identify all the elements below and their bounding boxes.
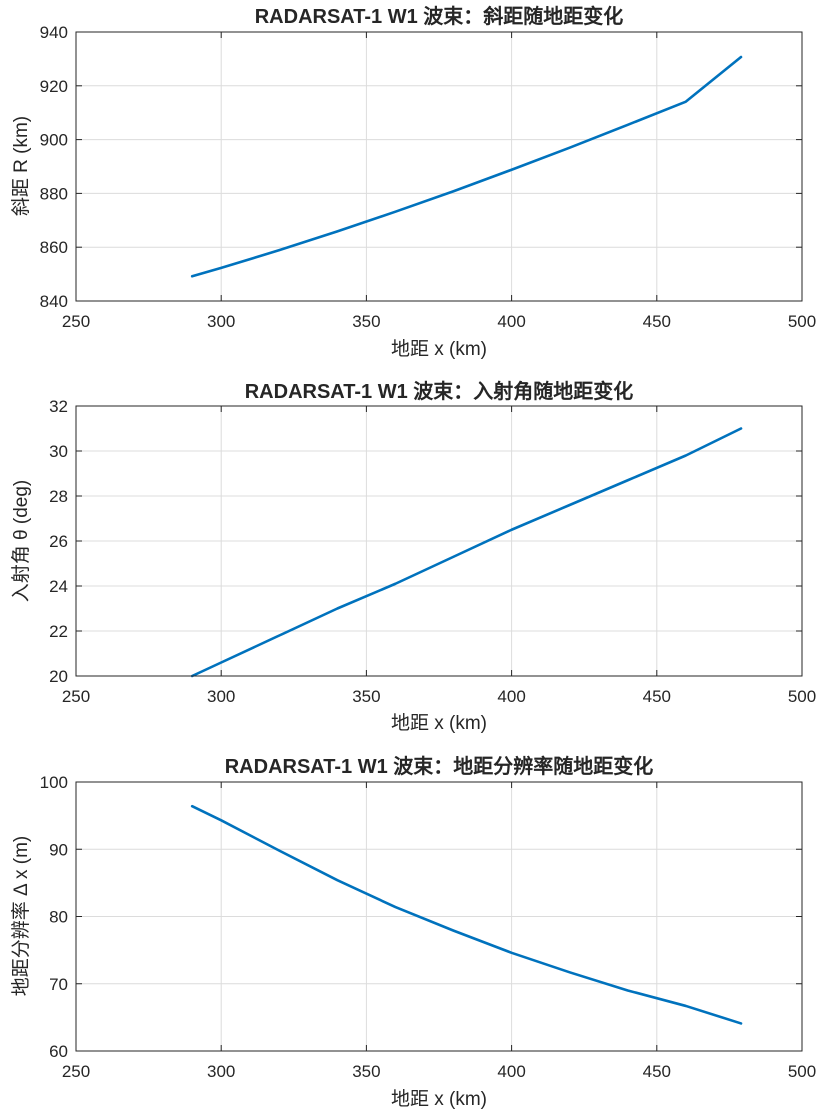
- chart-title: RADARSAT-1 W1 波束：入射角随地距变化: [245, 379, 634, 403]
- axes-box: [75, 31, 803, 302]
- y-axis-label: 斜距 R (km): [10, 116, 32, 216]
- x-tick-label: 500: [788, 1062, 816, 1081]
- x-tick-label: 250: [62, 312, 90, 331]
- y-tick-label: 24: [49, 577, 68, 596]
- plot-area: 250 300 350 400 450 500 840 860 880 900 920 940: [40, 23, 817, 331]
- x-tick-label: 250: [62, 1062, 90, 1081]
- y-tick-label: 60: [49, 1042, 68, 1061]
- x-tick-label: 350: [352, 687, 380, 706]
- x-axis-label: 地距 x (km): [391, 1088, 487, 1110]
- chart-title: RADARSAT-1 W1 波束：地距分辨率随地距变化: [225, 754, 654, 778]
- x-tick-label: 300: [207, 1062, 235, 1081]
- y-tick-label: 940: [40, 23, 68, 42]
- x-tick-label: 300: [207, 312, 235, 331]
- y-tick-label: 840: [40, 292, 68, 311]
- axes-background: [76, 32, 802, 301]
- y-tick-label: 100: [40, 773, 68, 792]
- chart-incidence-angle: 250 300 350 400 450 500 20 22 24 26 28 30 32 RADARSA…: [10, 379, 816, 734]
- y-tick-label: 30: [49, 442, 68, 461]
- x-tick-label: 400: [497, 687, 525, 706]
- x-axis-label: 地距 x (km): [391, 338, 487, 360]
- y-tick-label: 20: [49, 667, 68, 686]
- y-tick-label: 32: [49, 397, 68, 416]
- y-tick-label: 900: [40, 131, 68, 150]
- plot-area: 250 300 350 400 450 500 60 70 80 90 100: [40, 773, 817, 1081]
- x-tick-label: 400: [497, 1062, 525, 1081]
- series-line: [190, 55, 743, 278]
- y-tick-label: 80: [49, 908, 68, 927]
- x-tick-label: 300: [207, 687, 235, 706]
- x-tick-label: 400: [497, 312, 525, 331]
- y-tick-label: 26: [49, 532, 68, 551]
- y-tick-label: 22: [49, 622, 68, 641]
- series-line: [190, 427, 743, 678]
- x-tick-label: 450: [643, 1062, 671, 1081]
- x-tick-label: 350: [352, 312, 380, 331]
- x-tick-label: 500: [788, 687, 816, 706]
- plot-area: 250 300 350 400 450 500 20 22 24 26 28 30 32: [49, 397, 816, 706]
- y-axis-label: 入射角 θ (deg): [10, 480, 32, 602]
- chart-title: RADARSAT-1 W1 波束：斜距随地距变化: [255, 4, 624, 28]
- y-tick-label: 70: [49, 975, 68, 994]
- y-axis-label: 地距分辨率 Δ x (m): [10, 836, 32, 996]
- x-axis-label: 地距 x (km): [391, 712, 487, 734]
- chart-ground-resolution: 250 300 350 400 450 500 60 70 80 90 100 RADARSAT-1…: [10, 754, 816, 1110]
- x-tick-label: 500: [788, 312, 816, 331]
- y-tick-label: 860: [40, 238, 68, 257]
- y-tick-label: 28: [49, 487, 68, 506]
- x-tick-label: 450: [643, 312, 671, 331]
- x-tick-label: 350: [352, 1062, 380, 1081]
- y-tick-label: 90: [49, 840, 68, 859]
- y-tick-label: 920: [40, 77, 68, 96]
- x-tick-label: 250: [62, 687, 90, 706]
- series-line: [190, 804, 743, 1025]
- y-tick-label: 880: [40, 184, 68, 203]
- x-tick-label: 450: [643, 687, 671, 706]
- chart-slant-range: 250 300 350 400 450 500 840 860 880 900 920 940 RAD…: [10, 4, 816, 360]
